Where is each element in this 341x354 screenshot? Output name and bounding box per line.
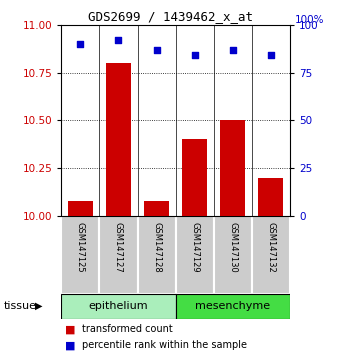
Bar	[106, 63, 131, 216]
Text: GSM147128: GSM147128	[152, 222, 161, 273]
Point	[230, 47, 235, 52]
Text: transformed count: transformed count	[82, 324, 173, 334]
Point	[192, 52, 197, 58]
Bar	[61, 294, 176, 319]
Text: GSM147125: GSM147125	[76, 222, 85, 273]
Bar	[258, 178, 283, 216]
Text: GSM147127: GSM147127	[114, 222, 123, 273]
Text: GSM147132: GSM147132	[266, 222, 275, 273]
Bar	[68, 201, 93, 216]
Text: 100%: 100%	[294, 15, 324, 25]
Point	[116, 37, 121, 43]
Bar	[176, 294, 290, 319]
Bar	[137, 216, 176, 294]
Text: GSM147130: GSM147130	[228, 222, 237, 273]
Bar	[61, 216, 100, 294]
Bar	[214, 216, 252, 294]
Bar	[144, 201, 169, 216]
Point	[268, 52, 273, 58]
Bar	[252, 216, 290, 294]
Point	[78, 41, 83, 47]
Point	[154, 47, 159, 52]
Text: percentile rank within the sample: percentile rank within the sample	[82, 340, 247, 350]
Text: GSM147129: GSM147129	[190, 222, 199, 273]
Bar	[100, 216, 137, 294]
Bar	[176, 216, 214, 294]
Text: ▶: ▶	[35, 301, 43, 311]
Bar	[182, 139, 207, 216]
Text: ■: ■	[65, 340, 75, 350]
Bar	[220, 120, 245, 216]
Text: mesenchyme: mesenchyme	[195, 301, 270, 311]
Text: ■: ■	[65, 324, 75, 334]
Text: tissue: tissue	[3, 301, 36, 311]
Text: GDS2699 / 1439462_x_at: GDS2699 / 1439462_x_at	[88, 10, 253, 23]
Text: epithelium: epithelium	[89, 301, 148, 311]
